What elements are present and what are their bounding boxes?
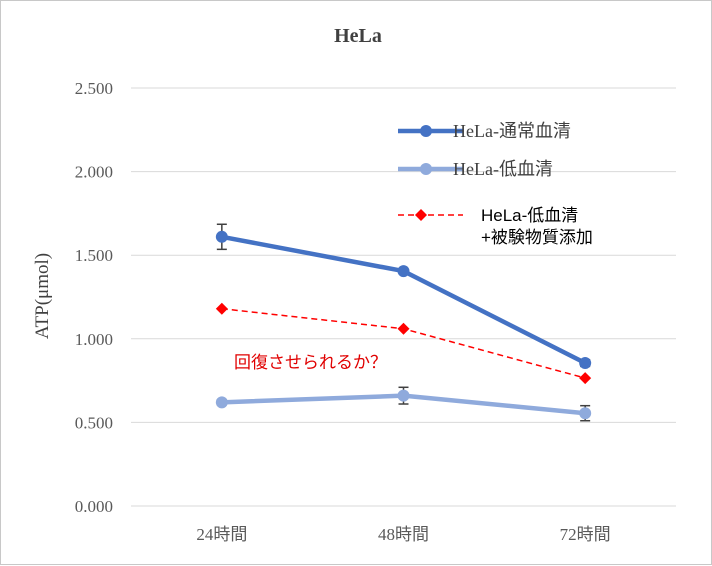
- series-1: [215, 223, 592, 370]
- legend-label: HeLa-低血清: [453, 159, 553, 179]
- y-axis-ticks: 0.000 0.500 1.000 1.500 2.000 2.500: [75, 79, 113, 516]
- series-group: [215, 223, 592, 422]
- series-line: [221, 234, 587, 366]
- y-tick-label: 2.000: [75, 163, 113, 182]
- chart-title: HeLa: [334, 25, 382, 47]
- legend: HeLa-通常血清 HeLa-低血清 HeLa-低血清 +被験物質添加: [398, 121, 593, 247]
- legend-item-3: HeLa-低血清 +被験物質添加: [398, 206, 593, 247]
- data-point: [579, 372, 592, 385]
- legend-marker: [420, 163, 432, 175]
- data-point: [397, 265, 410, 278]
- y-tick-label: 1.000: [75, 330, 113, 349]
- annotation-text: 回復させられるか？: [234, 353, 387, 372]
- gridlines: [131, 87, 676, 507]
- y-tick-label: 2.500: [75, 79, 113, 98]
- x-tick-label: 24時間: [196, 525, 247, 544]
- legend-item-2: HeLa-低血清: [398, 159, 553, 179]
- legend-marker: [415, 209, 427, 221]
- data-point: [215, 396, 228, 409]
- y-tick-label: 0.500: [75, 413, 113, 432]
- legend-label: HeLa-通常血清: [453, 121, 571, 141]
- y-tick-label: 0.000: [75, 497, 113, 516]
- legend-label: +被験物質添加: [481, 228, 593, 247]
- data-point: [397, 389, 410, 402]
- y-axis-title: ATP(μmol): [32, 253, 53, 339]
- legend-marker: [420, 125, 432, 137]
- data-point: [215, 230, 228, 243]
- legend-label: HeLa-低血清: [481, 206, 578, 225]
- x-axis-ticks: 24時間 48時間 72時間: [196, 525, 610, 544]
- data-point: [579, 357, 592, 370]
- data-point: [397, 322, 410, 335]
- legend-item-1: HeLa-通常血清: [398, 121, 571, 141]
- series-2: [215, 386, 592, 422]
- data-point: [579, 407, 592, 420]
- x-tick-label: 48時間: [378, 525, 429, 544]
- x-tick-label: 72時間: [560, 525, 611, 544]
- data-point: [215, 302, 228, 315]
- series-3: [215, 302, 592, 385]
- y-tick-label: 1.500: [75, 246, 113, 265]
